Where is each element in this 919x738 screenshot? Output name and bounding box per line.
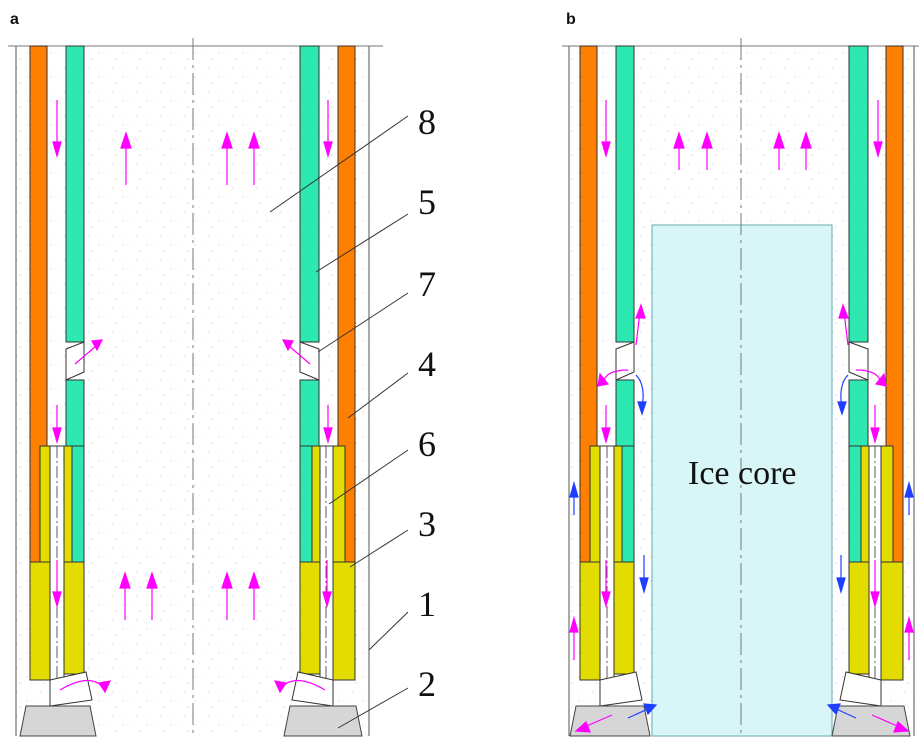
panel-a: a [8, 11, 436, 737]
callout-7: 7 [418, 264, 436, 304]
crown-right-upper [332, 445, 346, 563]
crown-left-upper-b [589, 445, 601, 563]
crown-right-upper-inner-b [860, 445, 870, 563]
callout-4: 4 [418, 344, 436, 384]
cutter-right [283, 705, 363, 737]
inner-tube-right-upper [299, 45, 320, 343]
crown-left-upper-inner [63, 445, 73, 563]
crown-right-lower-inner [299, 561, 321, 675]
crown-left-upper [39, 445, 51, 563]
callout-8: 8 [418, 102, 436, 142]
cutter-left-b [569, 705, 651, 737]
crown-left-lower [29, 561, 51, 681]
panel-b-letter: b [566, 11, 576, 28]
cutter-right-b [831, 705, 911, 737]
inner-tube-right-lower-b [848, 445, 862, 563]
crown-right-lower-b [880, 561, 904, 681]
inner-tube-right-link [299, 379, 320, 447]
inner-tube-left-link [65, 379, 85, 447]
crown-right-upper-inner [311, 445, 321, 563]
callout-2: 2 [418, 664, 436, 704]
nozzle-left-b [599, 671, 643, 707]
crown-right-lower-inner-b [848, 561, 870, 675]
inner-tube-right-lower [299, 445, 313, 563]
crown-left-lower-inner [63, 561, 85, 675]
inner-tube-right-upper-b [848, 45, 869, 343]
inner-tube-left-upper [65, 45, 85, 343]
panel-b: b Ice core [562, 11, 919, 737]
inner-tube-left-lower-b [621, 445, 635, 563]
flow-arrows-b [569, 100, 914, 733]
inner-tube-right-link-b [848, 379, 869, 447]
flow-arrows-a [52, 100, 333, 694]
crown-right-upper-b [880, 445, 894, 563]
callout-6: 6 [418, 424, 436, 464]
crown-left-lower-b [579, 561, 601, 681]
ice-core-label: Ice core [688, 455, 797, 492]
inner-tube-left-upper-b [615, 45, 635, 343]
crown-left-upper-inner-b [613, 445, 623, 563]
ice-core [651, 224, 833, 737]
port-left [65, 341, 85, 381]
panel-a-letter: a [10, 11, 19, 28]
callout-3: 3 [418, 504, 436, 544]
nozzle-right-b [839, 671, 882, 707]
callout-1: 1 [418, 584, 436, 624]
leader-lines-a [269, 115, 409, 729]
crown-left-lower-inner-b [613, 561, 635, 675]
return-arrows-b [569, 374, 914, 719]
inner-tube-left-link-b [615, 379, 635, 447]
crown-right-lower [332, 561, 356, 681]
cutter-left [19, 705, 97, 737]
callout-5: 5 [418, 182, 436, 222]
